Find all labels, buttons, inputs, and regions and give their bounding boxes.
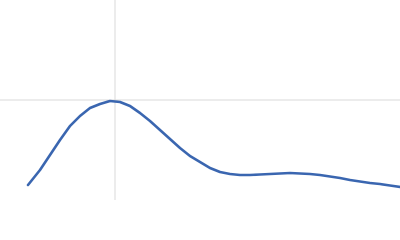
data-line <box>26 99 400 189</box>
page: (() => { const data = JSON.parse(documen… <box>0 0 400 200</box>
chart <box>0 0 400 200</box>
